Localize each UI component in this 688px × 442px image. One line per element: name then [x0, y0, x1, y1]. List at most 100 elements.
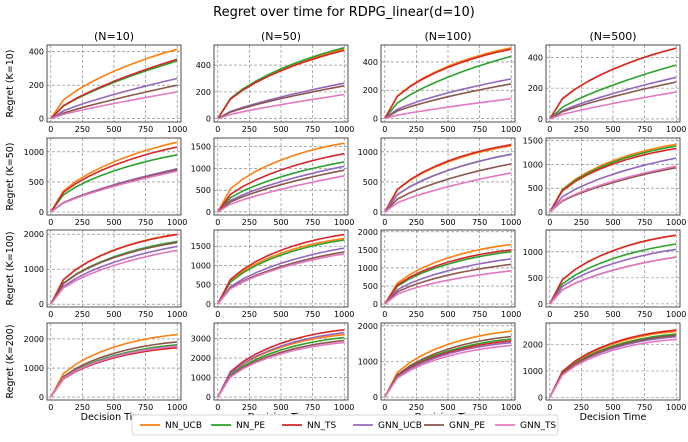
y-tick-label: 500 [528, 184, 543, 193]
series-line-gnn-ts [217, 93, 345, 120]
figure-title: Regret over time for RDPG_linear(d=10) [213, 5, 475, 20]
y-tick-label: 1000 [24, 364, 44, 373]
y-tick-label: 500 [196, 186, 211, 195]
x-tick-label: 250 [574, 403, 589, 412]
series-line-nn-ts [549, 234, 677, 305]
legend-item: GNN_UCB [353, 421, 422, 431]
series-line-gnn-pe [217, 169, 345, 213]
x-tick-label: 0 [547, 218, 552, 227]
series-line-nn-ts [50, 146, 178, 213]
y-tick-label: 500 [196, 281, 211, 290]
x-tick-label: 500 [440, 218, 455, 227]
x-tick-label: 250 [75, 403, 90, 412]
series-line-nn-ts [549, 329, 677, 398]
x-tick-label: 750 [637, 310, 652, 319]
x-tick-label: 1000 [167, 403, 187, 412]
x-tick-label: 250 [75, 310, 90, 319]
x-tick-label: 500 [605, 403, 620, 412]
panel: 0 250 500 750 1000 0 500 1000 [24, 137, 187, 227]
y-tick-label: 200 [196, 88, 211, 97]
y-tick-label: 500 [363, 282, 378, 291]
y-tick-label: 200 [528, 84, 543, 93]
series-line-gnn-ucb [549, 157, 677, 213]
panel: 0 250 500 750 1000 0 500 1000 1500 [191, 137, 354, 227]
panel-grid: (N=10) (N=50) (N=100) (N=500) Regret (K=10) R… [5, 30, 686, 423]
series-line-gnn-ucb [549, 248, 677, 305]
x-tick-label: 0 [48, 218, 53, 227]
series-line-nn-ucb [384, 243, 512, 305]
y-tick-label: 1500 [523, 136, 543, 145]
panel: 0 250 500 750 1000 0 1000 2000 [24, 229, 187, 319]
plot-frame [380, 229, 516, 308]
series-line-gnn-ucb [217, 165, 345, 213]
x-tick-label: 250 [242, 125, 257, 134]
x-tick-label: 0 [215, 218, 220, 227]
legend-item: NN_UCB [140, 421, 202, 431]
x-tick-label: 500 [440, 403, 455, 412]
x-tick-label: 1000 [501, 125, 521, 134]
series-line-gnn-pe [384, 83, 512, 120]
x-tick-label: 0 [382, 125, 387, 134]
plot-frame [46, 44, 182, 123]
x-tick-label: 0 [382, 310, 387, 319]
x-tick-label: 1000 [666, 125, 686, 134]
x-tick-label: 500 [605, 125, 620, 134]
series-line-gnn-ts [384, 344, 512, 398]
plot-frame [46, 137, 182, 216]
series-line-gnn-pe [384, 335, 512, 398]
x-tick-label: 750 [138, 310, 153, 319]
series-line-nn-ts [549, 147, 677, 213]
series-line-gnn-ucb [384, 258, 512, 305]
x-tick-label: 500 [605, 218, 620, 227]
x-tick-label: 0 [547, 310, 552, 319]
legend-label: GNN_PE [449, 421, 485, 431]
series-line-nn-ts [384, 249, 512, 305]
x-tick-label: 250 [242, 310, 257, 319]
series-line-nn-ts [50, 58, 178, 120]
y-tick-label: 500 [363, 178, 378, 187]
plot-frame [545, 229, 681, 308]
series-line-nn-ts [217, 152, 345, 213]
series-line-gnn-ucb [384, 78, 512, 120]
x-tick-label: 250 [409, 310, 424, 319]
y-tick-label: 0 [373, 300, 378, 309]
panel: 0 250 500 750 1000 0 200 400 [363, 44, 521, 134]
series-line-nn-pe [217, 239, 345, 305]
x-tick-label: 250 [75, 125, 90, 134]
legend-item: NN_PE [211, 421, 265, 431]
column-title: (N=500) [589, 30, 636, 43]
series-line-gnn-pe [50, 241, 178, 305]
x-tick-label: 750 [305, 125, 320, 134]
y-tick-label: 1000 [191, 164, 211, 173]
x-tick-label: 750 [637, 403, 652, 412]
series-line-gnn-pe [50, 84, 178, 120]
series-line-gnn-ts [549, 91, 677, 120]
plot-frame [213, 44, 349, 123]
legend-label: NN_PE [236, 421, 265, 431]
y-tick-label: 1000 [358, 264, 378, 273]
y-tick-label: 0 [538, 208, 543, 217]
y-tick-label: 0 [206, 393, 211, 402]
x-tick-label: 500 [273, 218, 288, 227]
row-label: Regret (K=10) [5, 49, 16, 117]
y-tick-label: 1000 [191, 374, 211, 383]
series-line-nn-ucb [217, 237, 345, 305]
x-tick-label: 500 [106, 218, 121, 227]
legend: NN_UCB NN_PE NN_TS GNN_UCB GNN_PE GNN_TS [131, 414, 559, 436]
y-tick-label: 400 [196, 61, 211, 70]
series-line-nn-pe [217, 336, 345, 398]
series-line-gnn-ts [217, 175, 345, 213]
series-line-nn-ucb [50, 48, 178, 120]
series-line-nn-ts [217, 233, 345, 305]
x-tick-label: 250 [409, 218, 424, 227]
series-line-nn-ts [217, 329, 345, 398]
series-line-gnn-ts [384, 270, 512, 305]
y-tick-label: 1500 [358, 246, 378, 255]
y-tick-label: 1000 [523, 367, 543, 376]
y-tick-label: 2000 [358, 228, 378, 237]
series-line-gnn-pe [549, 334, 677, 398]
y-tick-label: 400 [29, 48, 44, 57]
y-tick-label: 2000 [24, 230, 44, 239]
series-line-gnn-ts [50, 170, 178, 213]
